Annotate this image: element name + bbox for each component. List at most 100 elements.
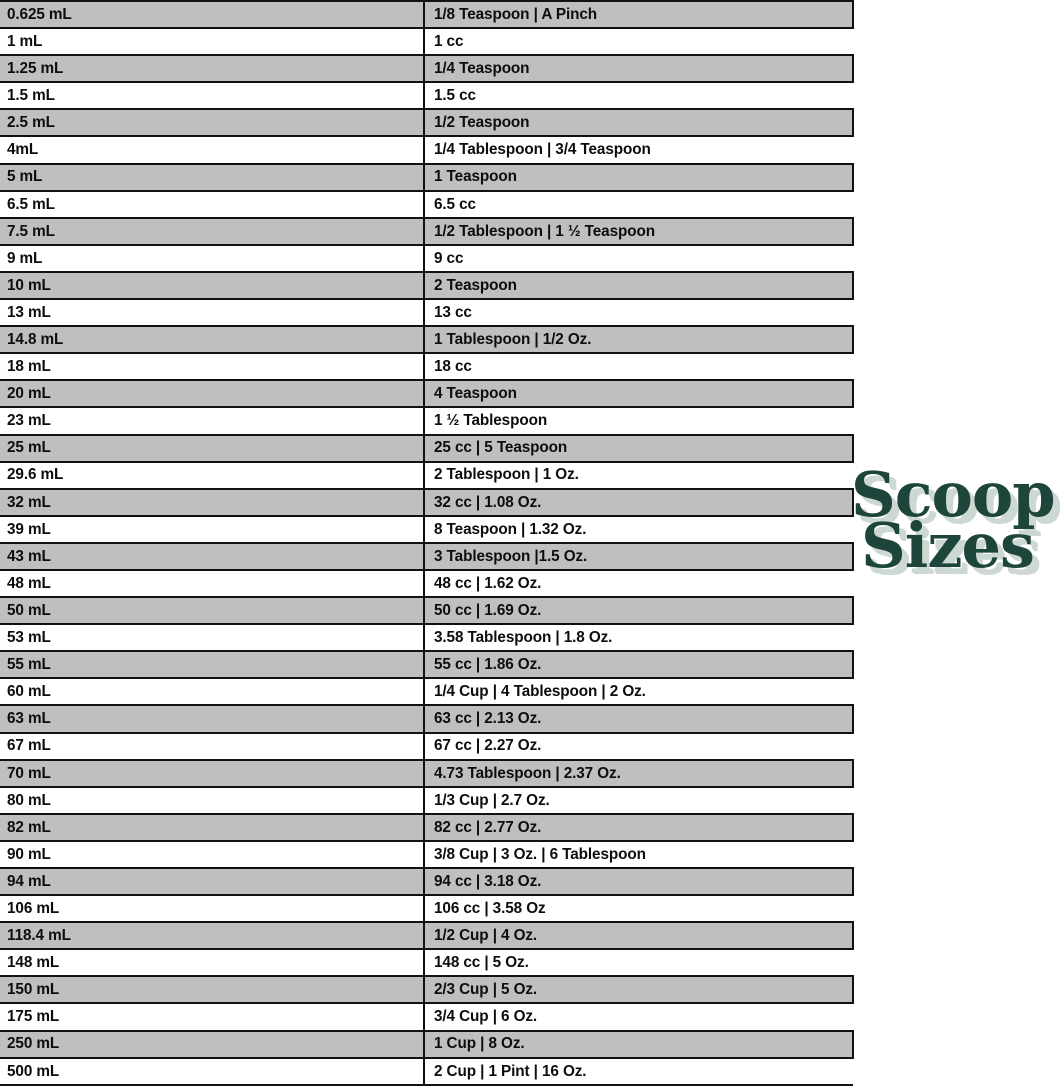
cell-volume-ml: 1.5 mL <box>0 81 425 111</box>
cell-equivalent-measure: 2/3 Cup | 5 Oz. <box>424 975 854 1005</box>
table-row: 118.4 mL 1/2 Cup | 4 Oz. <box>0 921 854 951</box>
cell-volume-ml: 55 mL <box>0 650 425 680</box>
table-row: 82 mL 82 cc | 2.77 Oz. <box>0 812 854 842</box>
cell-equivalent-measure: 1 cc <box>424 27 853 57</box>
table-row: 32 mL 32 cc | 1.08 Oz. <box>0 487 854 517</box>
cell-equivalent-measure: 32 cc | 1.08 Oz. <box>424 487 854 517</box>
cell-equivalent-measure: 1/2 Tablespoon | 1 ½ Teaspoon <box>424 216 854 246</box>
cell-volume-ml: 9 mL <box>0 243 425 273</box>
table-row: 148 mL 148 cc | 5 Oz. <box>0 948 853 978</box>
cell-equivalent-measure: 1 Cup | 8 Oz. <box>424 1029 854 1059</box>
cell-volume-ml: 20 mL <box>0 379 425 409</box>
cell-equivalent-measure: 48 cc | 1.62 Oz. <box>424 568 853 599</box>
cell-volume-ml: 10 mL <box>0 270 425 301</box>
table-row: 9 mL 9 cc <box>0 243 853 273</box>
cell-volume-ml: 2.5 mL <box>0 108 425 138</box>
cell-volume-ml: 39 mL <box>0 514 425 544</box>
cell-volume-ml: 29.6 mL <box>0 460 425 490</box>
table-row: 4mL 1/4 Tablespoon | 3/4 Teaspoon <box>0 135 853 165</box>
table-row: 55 mL 55 cc | 1.86 Oz. <box>0 650 854 680</box>
scoop-size-conversion-table: 0.625 mL 1/8 Teaspoon | A Pinch 1 mL 1 cc 1.… <box>0 0 854 1086</box>
cell-volume-ml: 25 mL <box>0 433 425 463</box>
table-row: 10 mL 2 Teaspoon <box>0 270 854 301</box>
cell-volume-ml: 4mL <box>0 135 425 165</box>
cell-equivalent-measure: 1 ½ Tablespoon <box>424 406 853 436</box>
cell-equivalent-measure: 106 cc | 3.58 Oz <box>424 894 853 924</box>
brand-wordmark-line-1: Scoop <box>851 458 1056 531</box>
table-row: 67 mL 67 cc | 2.27 Oz. <box>0 731 853 761</box>
table-row: 90 mL 3/8 Cup | 3 Oz. | 6 Tablespoon <box>0 839 853 870</box>
table-row: 250 mL 1 Cup | 8 Oz. <box>0 1029 854 1059</box>
table-row: 150 mL 2/3 Cup | 5 Oz. <box>0 975 854 1005</box>
table-row: 2.5 mL 1/2 Teaspoon <box>0 108 854 138</box>
table-row: 70 mL 4.73 Tablespoon | 2.37 Oz. <box>0 758 854 788</box>
cell-volume-ml: 500 mL <box>0 1056 425 1086</box>
cell-volume-ml: 48 mL <box>0 568 425 599</box>
table-row: 5 mL 1 Teaspoon <box>0 162 854 192</box>
cell-equivalent-measure: 3/4 Cup | 6 Oz. <box>424 1002 853 1032</box>
cell-equivalent-measure: 1/2 Teaspoon <box>424 108 854 138</box>
cell-volume-ml: 63 mL <box>0 704 425 734</box>
cell-volume-ml: 53 mL <box>0 623 425 653</box>
cell-volume-ml: 14.8 mL <box>0 325 425 355</box>
cell-equivalent-measure: 25 cc | 5 Teaspoon <box>424 433 854 463</box>
cell-equivalent-measure: 2 Cup | 1 Pint | 16 Oz. <box>424 1056 853 1086</box>
table-row: 43 mL 3 Tablespoon |1.5 Oz. <box>0 541 854 571</box>
cell-equivalent-measure: 8 Teaspoon | 1.32 Oz. <box>424 514 853 544</box>
cell-volume-ml: 82 mL <box>0 812 425 842</box>
cell-volume-ml: 70 mL <box>0 758 425 788</box>
cell-equivalent-measure: 67 cc | 2.27 Oz. <box>424 731 853 761</box>
table-row: 23 mL 1 ½ Tablespoon <box>0 406 853 436</box>
table-body: 0.625 mL 1/8 Teaspoon | A Pinch 1 mL 1 cc 1.… <box>0 0 854 1086</box>
cell-volume-ml: 148 mL <box>0 948 425 978</box>
cell-equivalent-measure: 82 cc | 2.77 Oz. <box>424 812 854 842</box>
cell-volume-ml: 67 mL <box>0 731 425 761</box>
table-row: 48 mL 48 cc | 1.62 Oz. <box>0 568 853 599</box>
cell-volume-ml: 50 mL <box>0 596 425 626</box>
cell-volume-ml: 7.5 mL <box>0 216 425 246</box>
table-row: 50 mL 50 cc | 1.69 Oz. <box>0 596 854 626</box>
cell-equivalent-measure: 63 cc | 2.13 Oz. <box>424 704 854 734</box>
table-row: 14.8 mL 1 Tablespoon | 1/2 Oz. <box>0 325 854 355</box>
cell-equivalent-measure: 1/8 Teaspoon | A Pinch <box>424 0 854 30</box>
table-row: 7.5 mL 1/2 Tablespoon | 1 ½ Teaspoon <box>0 216 854 246</box>
table-row: 1.5 mL 1.5 cc <box>0 81 853 111</box>
cell-equivalent-measure: 3/8 Cup | 3 Oz. | 6 Tablespoon <box>424 839 853 870</box>
table-row: 6.5 mL 6.5 cc <box>0 189 853 219</box>
cell-volume-ml: 32 mL <box>0 487 425 517</box>
cell-equivalent-measure: 9 cc <box>424 243 853 273</box>
cell-equivalent-measure: 148 cc | 5 Oz. <box>424 948 853 978</box>
cell-equivalent-measure: 1 Teaspoon <box>424 162 854 192</box>
cell-volume-ml: 94 mL <box>0 866 425 897</box>
cell-equivalent-measure: 94 cc | 3.18 Oz. <box>424 866 854 897</box>
cell-volume-ml: 150 mL <box>0 975 425 1005</box>
table-row: 106 mL 106 cc | 3.58 Oz <box>0 894 853 924</box>
cell-volume-ml: 80 mL <box>0 785 425 815</box>
table-row: 1.25 mL 1/4 Teaspoon <box>0 54 854 84</box>
cell-equivalent-measure: 4.73 Tablespoon | 2.37 Oz. <box>424 758 854 788</box>
brand-logo: Scoop Sizes <box>845 458 1063 602</box>
cell-volume-ml: 118.4 mL <box>0 921 425 951</box>
cell-equivalent-measure: 13 cc <box>424 298 853 328</box>
cell-equivalent-measure: 3 Tablespoon |1.5 Oz. <box>424 541 854 571</box>
cell-volume-ml: 175 mL <box>0 1002 425 1032</box>
table-row: 20 mL 4 Teaspoon <box>0 379 854 409</box>
cell-equivalent-measure: 1/2 Cup | 4 Oz. <box>424 921 854 951</box>
cell-volume-ml: 43 mL <box>0 541 425 571</box>
table-row: 63 mL 63 cc | 2.13 Oz. <box>0 704 854 734</box>
cell-equivalent-measure: 1 Tablespoon | 1/2 Oz. <box>424 325 854 355</box>
cell-equivalent-measure: 3.58 Tablespoon | 1.8 Oz. <box>424 623 853 653</box>
table-row: 175 mL 3/4 Cup | 6 Oz. <box>0 1002 853 1032</box>
table-row: 13 mL 13 cc <box>0 298 853 328</box>
cell-equivalent-measure: 55 cc | 1.86 Oz. <box>424 650 854 680</box>
table-row: 39 mL 8 Teaspoon | 1.32 Oz. <box>0 514 853 544</box>
cell-equivalent-measure: 1.5 cc <box>424 81 853 111</box>
cell-volume-ml: 0.625 mL <box>0 0 425 30</box>
cell-volume-ml: 60 mL <box>0 677 425 707</box>
table-row: 53 mL 3.58 Tablespoon | 1.8 Oz. <box>0 623 853 653</box>
table-row: 500 mL 2 Cup | 1 Pint | 16 Oz. <box>0 1056 853 1086</box>
cell-volume-ml: 250 mL <box>0 1029 425 1059</box>
cell-equivalent-measure: 18 cc <box>424 352 853 382</box>
cell-volume-ml: 13 mL <box>0 298 425 328</box>
